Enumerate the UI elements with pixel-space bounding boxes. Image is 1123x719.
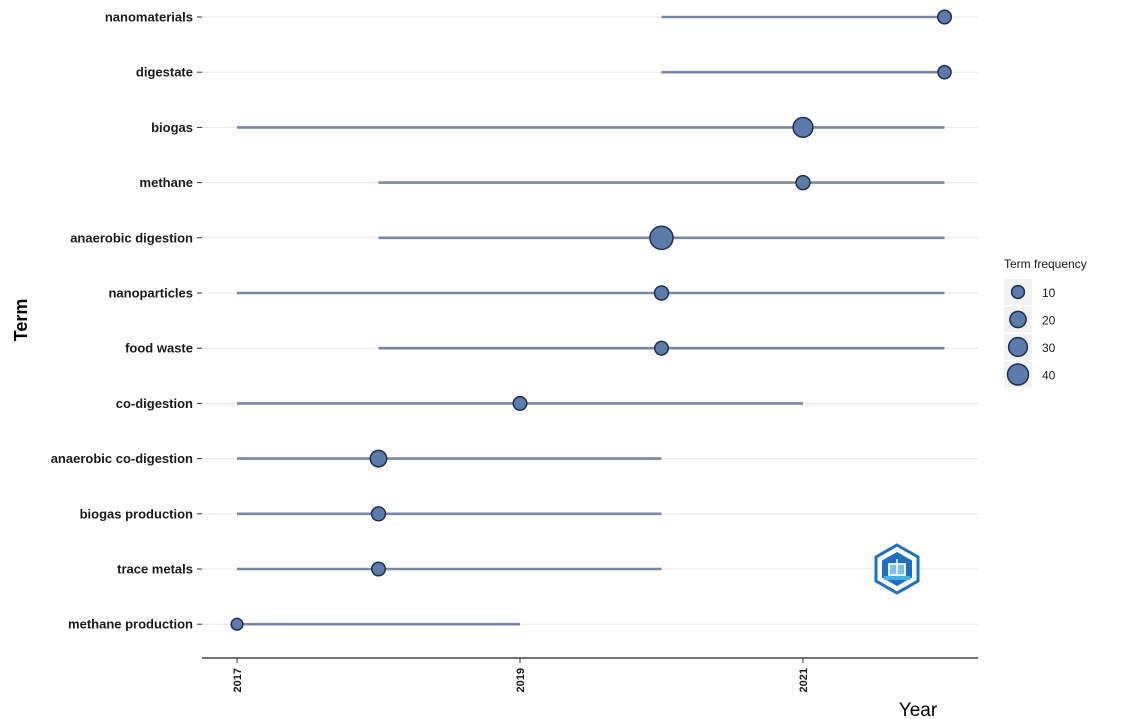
term-point: [653, 340, 670, 356]
term-point: [369, 449, 388, 468]
legend-point: [1010, 284, 1026, 300]
legend-label: 40: [1042, 369, 1056, 383]
legend-point: [1009, 310, 1027, 329]
legend: Term frequency 10 20 30 40: [1004, 257, 1087, 388]
legend-label: 10: [1042, 286, 1056, 300]
x-tick-label: 2021: [798, 668, 810, 692]
hexagon-logo-icon: [874, 543, 920, 595]
y-tick-label: food waste: [125, 341, 193, 356]
y-tick-label: co-digestion: [116, 396, 193, 411]
y-tick-label: nanoparticles: [108, 286, 193, 301]
y-tick-label: biogas: [151, 120, 193, 135]
term-point: [795, 174, 811, 191]
y-tick-label: methane production: [68, 617, 193, 632]
term-point: [512, 395, 528, 411]
x-tick-label: 2017: [232, 668, 244, 692]
y-tick-label: anaerobic digestion: [70, 230, 193, 245]
legend-title: Term frequency: [1004, 257, 1087, 271]
y-tick-label: digestate: [136, 65, 193, 80]
x-tick-label: 2019: [515, 668, 527, 692]
legend-point: [1007, 336, 1029, 358]
x-axis-title: Year: [899, 700, 938, 719]
y-tick-label: methane: [140, 175, 193, 190]
y-tick-label: trace metals: [117, 562, 193, 577]
term-point: [936, 9, 953, 25]
legend-items: 10 20 30 40: [1004, 279, 1056, 388]
term-point: [230, 617, 244, 631]
term-point: [653, 285, 670, 301]
legend-label: 20: [1042, 314, 1056, 328]
range-line-layer: [237, 15, 945, 626]
y-axis-title: Term: [11, 299, 31, 342]
grid-layer: [202, 16, 978, 625]
term-point: [370, 561, 387, 577]
term-point: [937, 64, 952, 80]
x-tick-layer: 2017 2019 2021: [232, 658, 810, 692]
y-tick-label: nanomaterials: [105, 10, 193, 25]
legend-point: [1006, 363, 1030, 386]
term-point: [370, 506, 387, 522]
y-tick-label: anaerobic co-digestion: [51, 451, 193, 466]
y-tick-label-layer: nanomaterials digestate biogas methane anaer…: [51, 10, 202, 632]
point-layer: [230, 9, 953, 631]
legend-label: 30: [1042, 341, 1056, 355]
y-tick-label: biogas production: [80, 506, 193, 521]
term-point: [649, 225, 674, 251]
term-point: [792, 116, 814, 139]
x-axis: [202, 657, 978, 659]
